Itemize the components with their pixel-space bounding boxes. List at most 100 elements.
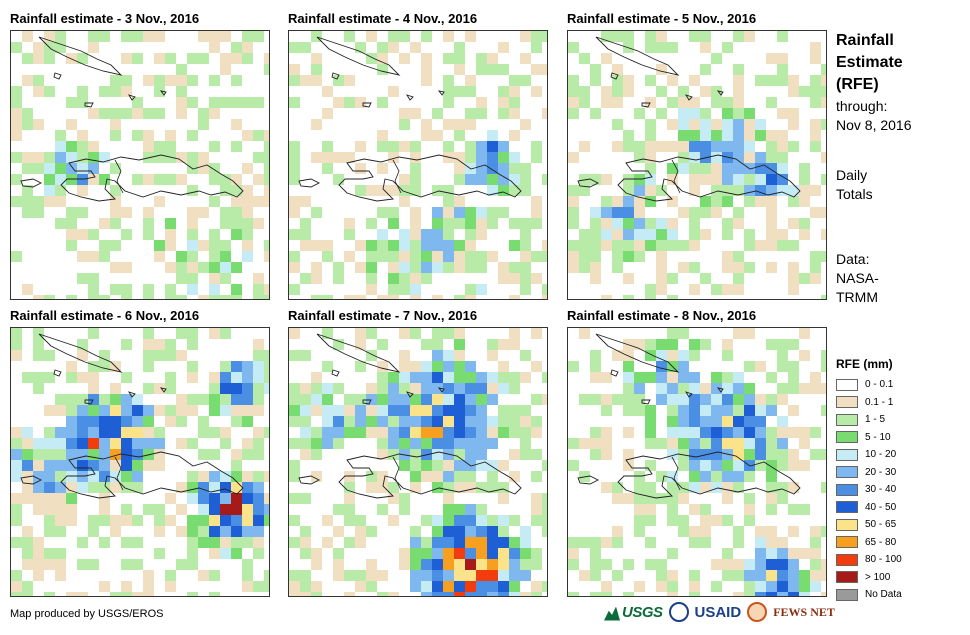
rainfall-cell	[132, 405, 143, 416]
rainfall-cell	[322, 328, 333, 339]
rainfall-cell	[231, 361, 242, 372]
rainfall-cell	[487, 218, 498, 229]
rainfall-cell	[66, 449, 77, 460]
rainfall-cell	[568, 196, 579, 207]
rainfall-cell	[623, 493, 634, 504]
rainfall-cell	[487, 152, 498, 163]
coastline	[331, 72, 340, 80]
rainfall-cell	[176, 174, 187, 185]
rainfall-cell	[722, 251, 733, 262]
rainfall-cell	[366, 185, 377, 196]
rainfall-cell	[198, 108, 209, 119]
rainfall-cell	[11, 427, 22, 438]
rainfall-cell	[700, 515, 711, 526]
rainfall-cell	[198, 295, 209, 299]
panel-title-nov8: Rainfall estimate - 8 Nov., 2016	[567, 308, 757, 323]
rainfall-cell	[454, 405, 465, 416]
rainfall-cell	[755, 185, 766, 196]
rainfall-cell	[454, 416, 465, 427]
legend-label: 20 - 30	[865, 466, 897, 478]
rainfall-cell	[678, 515, 689, 526]
rainfall-cell	[220, 548, 231, 559]
rainfall-cell	[344, 515, 355, 526]
rainfall-cell	[667, 482, 678, 493]
rainfall-cell	[77, 130, 88, 141]
rainfall-cell	[176, 559, 187, 570]
rainfall-cell	[44, 53, 55, 64]
rainfall-cell	[187, 53, 198, 64]
rainfall-cell	[11, 350, 22, 361]
rainfall-cell	[766, 504, 777, 515]
rainfall-cell	[231, 372, 242, 383]
rainfall-cell	[590, 108, 601, 119]
coastline	[159, 387, 167, 393]
rainfall-cell	[810, 581, 821, 592]
rainfall-cell	[88, 152, 99, 163]
rainfall-cell	[88, 328, 99, 339]
rainfall-cell	[432, 427, 443, 438]
rainfall-cell	[755, 427, 766, 438]
rainfall-cell	[289, 141, 300, 152]
rainfall-cell	[77, 251, 88, 262]
rainfall-cell	[487, 438, 498, 449]
rainfall-cell	[421, 75, 432, 86]
rainfall-cell	[623, 350, 634, 361]
rainfall-cell	[209, 108, 220, 119]
rainfall-cell	[509, 97, 520, 108]
rainfall-cell	[700, 42, 711, 53]
rainfall-cell	[231, 284, 242, 295]
rainfall-cell	[487, 163, 498, 174]
rainfall-cell	[645, 416, 656, 427]
rainfall-cell	[667, 42, 678, 53]
rainfall-cell	[55, 141, 66, 152]
rainfall-cell	[623, 361, 634, 372]
rainfall-cell	[465, 372, 476, 383]
rainfall-cell	[667, 416, 678, 427]
rainfall-cell	[454, 251, 465, 262]
rainfall-cell	[11, 449, 22, 460]
rainfall-cell	[121, 559, 132, 570]
rainfall-cell	[590, 537, 601, 548]
rainfall-cell	[487, 515, 498, 526]
rainfall-cell	[733, 449, 744, 460]
rainfall-cell	[143, 416, 154, 427]
rainfall-cell	[421, 570, 432, 581]
rainfall-cell	[623, 229, 634, 240]
rainfall-cell	[44, 163, 55, 174]
rainfall-cell	[242, 438, 253, 449]
rainfall-cell	[110, 119, 121, 130]
rainfall-cell	[242, 53, 253, 64]
rainfall-cell	[722, 130, 733, 141]
rainfall-cell	[443, 196, 454, 207]
rainfall-cell	[377, 251, 388, 262]
rainfall-cell	[253, 372, 264, 383]
legend-swatch	[836, 518, 858, 531]
rainfall-cell	[388, 251, 399, 262]
rainfall-cell	[399, 262, 410, 273]
rainfall-cell	[77, 559, 88, 570]
rainfall-cell	[432, 262, 443, 273]
rainfall-cell	[777, 548, 788, 559]
rainfall-cell	[645, 42, 656, 53]
rainfall-cell	[821, 119, 826, 130]
rainfall-cell	[421, 361, 432, 372]
rainfall-cell	[645, 174, 656, 185]
rainfall-cell	[509, 471, 520, 482]
coastline	[595, 36, 680, 76]
rainfall-cell	[465, 416, 476, 427]
rainfall-cell	[667, 339, 678, 350]
rainfall-cell	[242, 394, 253, 405]
rainfall-cell	[132, 174, 143, 185]
rainfall-cell	[799, 86, 810, 97]
rainfall-cell	[366, 251, 377, 262]
rainfall-cell	[399, 548, 410, 559]
rainfall-cell	[656, 229, 667, 240]
rainfall-cell	[700, 339, 711, 350]
rainfall-cell	[711, 284, 722, 295]
coastline	[60, 154, 244, 202]
rainfall-cell	[601, 372, 612, 383]
rainfall-cell	[421, 427, 432, 438]
rainfall-cell	[700, 163, 711, 174]
rainfall-cell	[121, 339, 132, 350]
rainfall-cell	[766, 339, 777, 350]
